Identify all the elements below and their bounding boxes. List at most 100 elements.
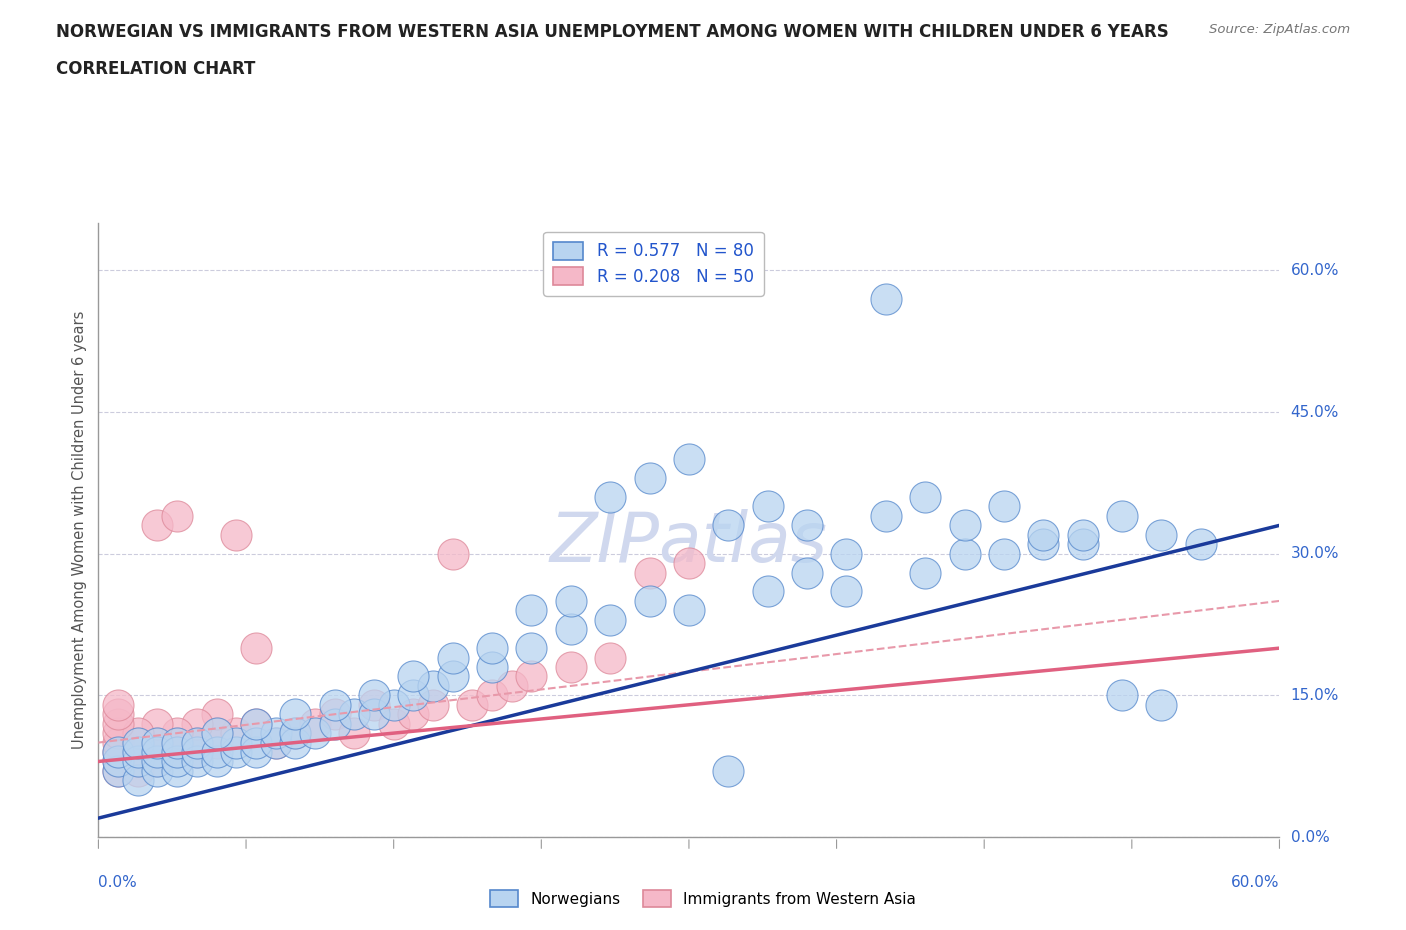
Point	[363, 707, 385, 722]
Point	[205, 745, 228, 760]
Point	[638, 565, 661, 580]
Legend: R = 0.577   N = 80, R = 0.208   N = 50: R = 0.577 N = 80, R = 0.208 N = 50	[543, 232, 763, 296]
Point	[284, 735, 307, 750]
Text: Source: ZipAtlas.com: Source: ZipAtlas.com	[1209, 23, 1350, 36]
Point	[343, 725, 366, 740]
Point	[678, 452, 700, 467]
Point	[1071, 527, 1094, 542]
Text: 60.0%: 60.0%	[1232, 875, 1279, 890]
Point	[107, 716, 129, 731]
Point	[461, 698, 484, 712]
Point	[560, 622, 582, 637]
Point	[875, 291, 897, 306]
Point	[756, 584, 779, 599]
Point	[914, 565, 936, 580]
Point	[107, 754, 129, 769]
Point	[146, 735, 169, 750]
Point	[225, 735, 247, 750]
Point	[107, 735, 129, 750]
Point	[363, 688, 385, 703]
Point	[186, 735, 208, 750]
Point	[127, 754, 149, 769]
Point	[756, 499, 779, 514]
Point	[717, 764, 740, 778]
Point	[245, 716, 267, 731]
Point	[146, 716, 169, 731]
Point	[245, 735, 267, 750]
Point	[1071, 537, 1094, 551]
Point	[402, 669, 425, 684]
Point	[441, 650, 464, 665]
Point	[107, 725, 129, 740]
Text: NORWEGIAN VS IMMIGRANTS FROM WESTERN ASIA UNEMPLOYMENT AMONG WOMEN WITH CHILDREN: NORWEGIAN VS IMMIGRANTS FROM WESTERN ASI…	[56, 23, 1168, 41]
Point	[107, 745, 129, 760]
Point	[245, 641, 267, 656]
Point	[146, 764, 169, 778]
Text: CORRELATION CHART: CORRELATION CHART	[56, 60, 256, 78]
Point	[264, 735, 287, 750]
Point	[1150, 527, 1173, 542]
Point	[127, 725, 149, 740]
Point	[678, 556, 700, 571]
Point	[264, 725, 287, 740]
Point	[304, 725, 326, 740]
Point	[205, 754, 228, 769]
Text: 15.0%: 15.0%	[1291, 688, 1339, 703]
Point	[678, 603, 700, 618]
Point	[422, 698, 444, 712]
Point	[481, 659, 503, 674]
Point	[166, 725, 188, 740]
Point	[1032, 537, 1054, 551]
Point	[264, 735, 287, 750]
Point	[323, 707, 346, 722]
Point	[520, 603, 543, 618]
Point	[835, 584, 858, 599]
Point	[284, 725, 307, 740]
Point	[323, 698, 346, 712]
Point	[127, 735, 149, 750]
Point	[146, 745, 169, 760]
Point	[225, 725, 247, 740]
Point	[146, 754, 169, 769]
Point	[599, 650, 621, 665]
Point	[146, 735, 169, 750]
Point	[914, 489, 936, 504]
Point	[245, 745, 267, 760]
Point	[796, 565, 818, 580]
Point	[304, 716, 326, 731]
Point	[166, 509, 188, 524]
Point	[481, 688, 503, 703]
Point	[1032, 527, 1054, 542]
Point	[1111, 688, 1133, 703]
Point	[166, 735, 188, 750]
Point	[323, 716, 346, 731]
Point	[599, 612, 621, 627]
Point	[796, 518, 818, 533]
Point	[186, 754, 208, 769]
Point	[382, 698, 405, 712]
Point	[166, 745, 188, 760]
Point	[481, 641, 503, 656]
Point	[560, 593, 582, 608]
Point	[107, 698, 129, 712]
Point	[993, 499, 1015, 514]
Point	[284, 707, 307, 722]
Point	[205, 725, 228, 740]
Point	[993, 546, 1015, 561]
Point	[441, 669, 464, 684]
Text: 45.0%: 45.0%	[1291, 405, 1339, 419]
Point	[186, 735, 208, 750]
Point	[127, 745, 149, 760]
Point	[205, 725, 228, 740]
Point	[402, 707, 425, 722]
Point	[717, 518, 740, 533]
Point	[835, 546, 858, 561]
Point	[107, 754, 129, 769]
Point	[363, 698, 385, 712]
Point	[638, 593, 661, 608]
Point	[441, 546, 464, 561]
Text: 60.0%: 60.0%	[1291, 263, 1339, 278]
Text: 0.0%: 0.0%	[98, 875, 138, 890]
Point	[953, 518, 976, 533]
Point	[107, 764, 129, 778]
